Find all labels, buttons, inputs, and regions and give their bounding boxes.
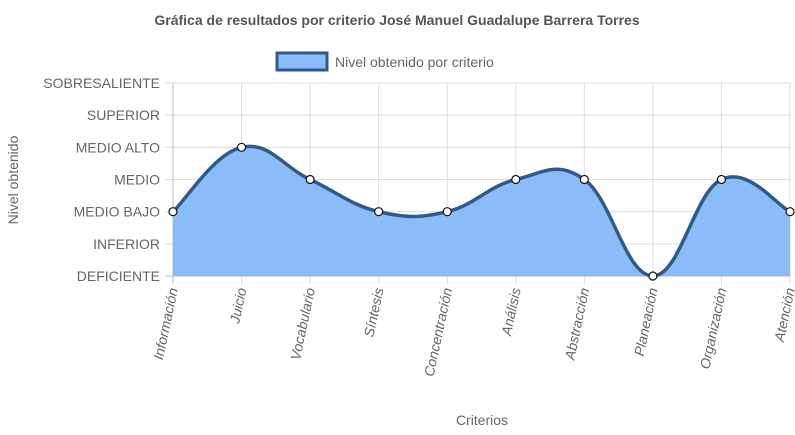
y-tick-label: INFERIOR bbox=[93, 236, 160, 252]
data-point bbox=[442, 207, 452, 217]
y-axis-label: Nivel obtenido bbox=[5, 135, 21, 224]
y-tick-label: SOBRESALIENTE bbox=[43, 75, 160, 91]
chart-title: Gráfica de resultados por criterio José … bbox=[154, 12, 639, 28]
data-point bbox=[785, 207, 795, 217]
x-tick-label: Análisis bbox=[498, 286, 524, 338]
x-tick-label: Concentración bbox=[421, 286, 455, 378]
y-tick-label: SUPERIOR bbox=[87, 107, 160, 123]
data-point bbox=[374, 207, 384, 217]
series-area-fill bbox=[173, 146, 790, 276]
x-tick-label: Juicio bbox=[226, 286, 249, 326]
x-tick-label: Planeación bbox=[631, 286, 661, 357]
x-tick-label: Abstracción bbox=[561, 286, 592, 362]
data-point bbox=[648, 271, 658, 281]
series-area bbox=[171, 144, 791, 278]
data-points bbox=[168, 142, 795, 281]
y-tick-label: DEFICIENTE bbox=[77, 268, 160, 284]
data-point bbox=[168, 207, 178, 217]
legend-label: Nivel obtenido por criterio bbox=[335, 54, 494, 70]
x-tick-label: Atención bbox=[771, 286, 795, 344]
x-tick-label: Información bbox=[150, 286, 181, 361]
y-tick-label: MEDIO bbox=[114, 172, 160, 188]
y-tick-label: MEDIO BAJO bbox=[74, 204, 160, 220]
legend[interactable]: Nivel obtenido por criterio bbox=[275, 51, 494, 72]
y-axis-ticks: DEFICIENTE INFERIOR MEDIO BAJO MEDIO MEDIO A… bbox=[43, 75, 160, 284]
data-point bbox=[236, 142, 247, 152]
data-point bbox=[511, 174, 521, 185]
x-axis-label: Criterios bbox=[456, 412, 508, 428]
x-axis-ticks: Información Juicio Vocabulario Síntesis Conc… bbox=[150, 286, 795, 378]
series-line bbox=[171, 144, 791, 278]
data-point bbox=[716, 174, 727, 185]
x-tick-label: Síntesis bbox=[361, 286, 387, 338]
y-tick-label: MEDIO ALTO bbox=[76, 139, 160, 155]
x-tick-label: Organización bbox=[697, 286, 730, 370]
x-tick-label: Vocabulario bbox=[287, 286, 318, 361]
data-point bbox=[305, 174, 315, 185]
legend-swatch bbox=[275, 51, 329, 72]
data-point bbox=[579, 174, 589, 185]
